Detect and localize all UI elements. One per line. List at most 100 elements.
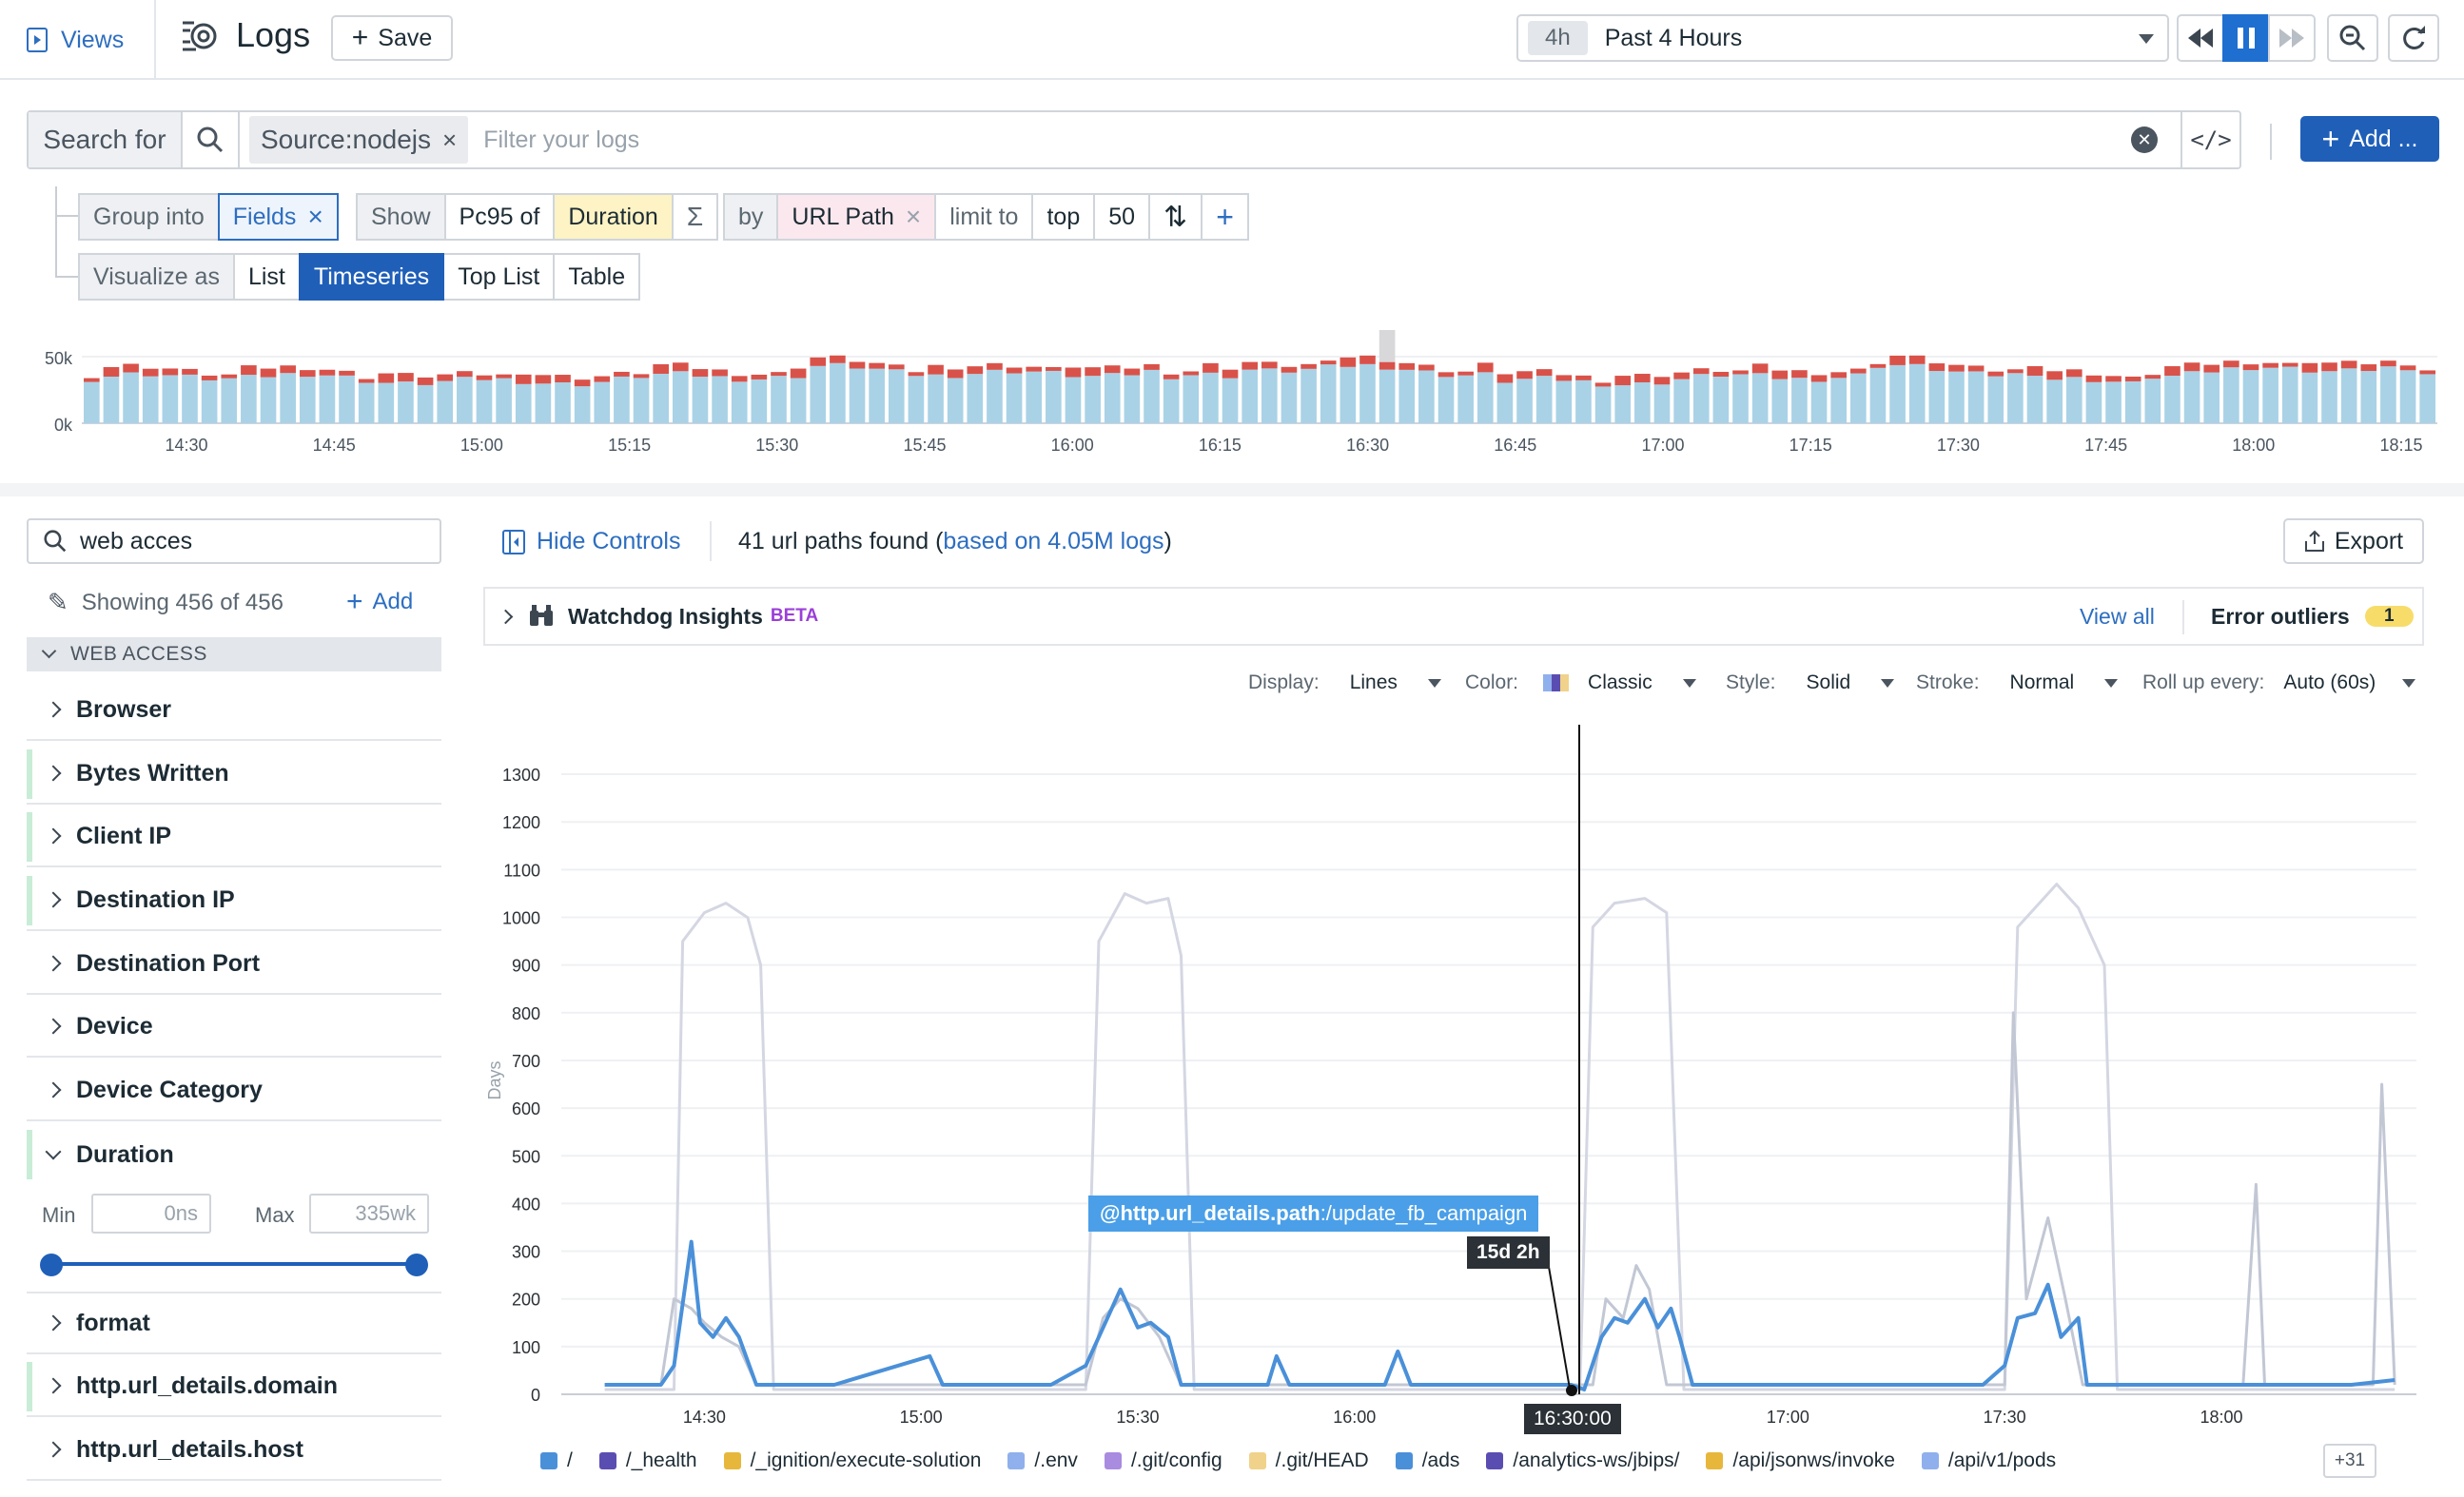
duration-slider-max-handle[interactable] — [405, 1254, 428, 1276]
histogram-error-bar — [1242, 361, 1258, 370]
histogram-error-bar — [888, 364, 905, 370]
viz-table-tab[interactable]: Table — [553, 253, 641, 301]
style-option[interactable]: Style: Solid — [1726, 671, 1895, 694]
views-button[interactable]: Views — [27, 21, 124, 59]
top-select[interactable]: top — [1031, 193, 1096, 241]
add-facet-button[interactable]: + Add — [346, 586, 414, 617]
add-button[interactable]: + Add ... — [2300, 116, 2439, 162]
aggregation-select[interactable]: Pc95 of — [443, 193, 556, 241]
legend-item[interactable]: /analytics-ws/jbips/ — [1486, 1449, 1679, 1472]
by-field-token[interactable]: URL Path × — [776, 193, 937, 241]
legend-item[interactable]: /ads — [1395, 1449, 1459, 1472]
rollup-option[interactable]: Roll up every: Auto (60s) — [2142, 671, 2416, 694]
limit-input[interactable]: 50 — [1093, 193, 1151, 241]
facet-bytes-written[interactable]: Bytes Written — [27, 744, 441, 805]
histogram-bar — [319, 375, 336, 423]
error-outliers-label[interactable]: Error outliers — [2211, 603, 2350, 629]
by-label: by — [723, 193, 779, 241]
facet-url-domain[interactable]: http.url_details.domain — [27, 1356, 441, 1417]
histogram-bar — [1516, 379, 1533, 423]
duration-min-input[interactable]: 0ns — [91, 1194, 211, 1234]
sigma-icon[interactable]: Σ — [671, 193, 719, 241]
duration-max-input[interactable]: 335wk — [309, 1194, 429, 1234]
sort-icon[interactable]: ⇅ — [1148, 193, 1203, 241]
legend-item[interactable]: /.env — [1007, 1449, 1078, 1472]
legend-item[interactable]: /.git/config — [1104, 1449, 1222, 1472]
chart-tooltip: @http.url_details.path:/update_fb_campai… — [1088, 1196, 1539, 1232]
legend-item[interactable]: /api/jsonws/invoke — [1706, 1449, 1895, 1472]
histogram-error-bar — [201, 375, 218, 380]
logs-icon — [183, 21, 217, 51]
rewind-button[interactable] — [2177, 14, 2224, 62]
clear-search-icon[interactable]: ✕ — [2131, 126, 2158, 153]
close-icon[interactable]: × — [307, 202, 323, 231]
facet-group-header[interactable]: WEB ACCESS — [27, 637, 441, 671]
save-button[interactable]: + Save — [331, 15, 453, 61]
series-line-[interactable] — [604, 1239, 2396, 1391]
view-all-link[interactable]: View all — [2080, 603, 2155, 629]
histogram-bar — [1163, 379, 1180, 423]
legend-item[interactable]: / — [540, 1449, 573, 1472]
log-volume-histogram[interactable]: 50k 0k 14:30 14:45 15:00 15:15 15:30 15:45 16:00… — [0, 328, 2464, 471]
timeseries-chart[interactable]: 0 100 200 300 400 500 600 700 800 900 1000 1100 1200… — [476, 713, 2435, 1446]
legend-item[interactable]: /.git/HEAD — [1248, 1449, 1369, 1472]
chart-y-tick: 1000 — [502, 909, 540, 928]
stroke-option[interactable]: Stroke: Normal — [1916, 671, 2119, 694]
search-token[interactable]: Source:nodejs × — [249, 116, 469, 164]
chevron-right-icon — [45, 1314, 62, 1332]
legend-item[interactable]: /api/v1/pods — [1921, 1449, 2056, 1472]
duration-slider-min-handle[interactable] — [40, 1254, 63, 1276]
export-button[interactable]: Export — [2283, 518, 2424, 564]
viz-timeseries-tab[interactable]: Timeseries — [298, 253, 445, 301]
histogram-bar — [398, 381, 414, 423]
measure-select[interactable]: Duration — [553, 193, 674, 241]
fields-token[interactable]: Fields × — [217, 193, 339, 241]
pause-button[interactable] — [2222, 14, 2270, 62]
facet-device-category[interactable]: Device Category — [27, 1060, 441, 1121]
duration-slider-track[interactable] — [49, 1262, 417, 1266]
legend-item[interactable]: /_ignition/execute-solution — [723, 1449, 981, 1472]
time-range-select[interactable]: 4h Past 4 Hours — [1516, 14, 2169, 62]
histogram-error-bar — [1594, 382, 1612, 387]
series-line-env[interactable] — [604, 883, 2396, 1391]
histogram-error-bar — [967, 366, 984, 375]
facet-format[interactable]: format — [27, 1293, 441, 1354]
histogram-bar — [515, 383, 532, 423]
add-group-button[interactable]: + — [1201, 193, 1249, 241]
legend-swatch — [1248, 1452, 1266, 1469]
viz-list-tab[interactable]: List — [232, 253, 301, 301]
search-input[interactable]: Filter your logs — [483, 126, 640, 153]
facet-duration[interactable]: Duration — [27, 1124, 441, 1185]
histogram-error-bar — [339, 370, 355, 376]
legend-item[interactable]: /_health — [598, 1449, 697, 1472]
histogram-bar — [1555, 380, 1573, 423]
legend-more-button[interactable]: +31 — [2323, 1444, 2376, 1478]
viz-toplist-tab[interactable]: Top List — [442, 253, 556, 301]
facet-search-input[interactable]: web acces — [27, 518, 441, 564]
histogram-bar — [1987, 376, 2004, 423]
facet-destination-ip[interactable]: Destination IP — [27, 870, 441, 931]
hide-controls-button[interactable]: Hide Controls — [502, 528, 680, 555]
watchdog-insights-bar[interactable]: Watchdog Insights BETA View all Error ou… — [483, 587, 2424, 646]
facet-device[interactable]: Device — [27, 997, 441, 1058]
chart-x-tick: 14:30 — [683, 1408, 726, 1427]
facet-url-host[interactable]: http.url_details.host — [27, 1420, 441, 1481]
histogram-error-bar — [398, 373, 414, 382]
facet-client-ip[interactable]: Client IP — [27, 807, 441, 867]
facet-browser[interactable]: Browser — [27, 680, 441, 741]
zoom-out-button[interactable] — [2327, 14, 2378, 62]
facet-destination-port[interactable]: Destination Port — [27, 934, 441, 995]
histogram-error-bar — [1340, 357, 1357, 367]
forward-button[interactable] — [2268, 14, 2316, 62]
code-view-button[interactable]: </> — [2180, 112, 2239, 167]
close-icon[interactable]: × — [905, 202, 922, 231]
cursor-point — [1566, 1385, 1577, 1396]
color-option[interactable]: Color: Classic — [1465, 671, 1696, 694]
based-on-logs-link[interactable]: based on 4.05M logs — [943, 528, 1164, 554]
pencil-icon[interactable]: ✎ — [48, 588, 68, 616]
close-icon[interactable]: × — [442, 125, 458, 154]
display-option[interactable]: Display: Lines — [1248, 671, 1441, 694]
histogram-error-bar — [1850, 368, 1867, 374]
refresh-button[interactable] — [2388, 14, 2439, 62]
chevron-down-icon — [2139, 34, 2154, 44]
